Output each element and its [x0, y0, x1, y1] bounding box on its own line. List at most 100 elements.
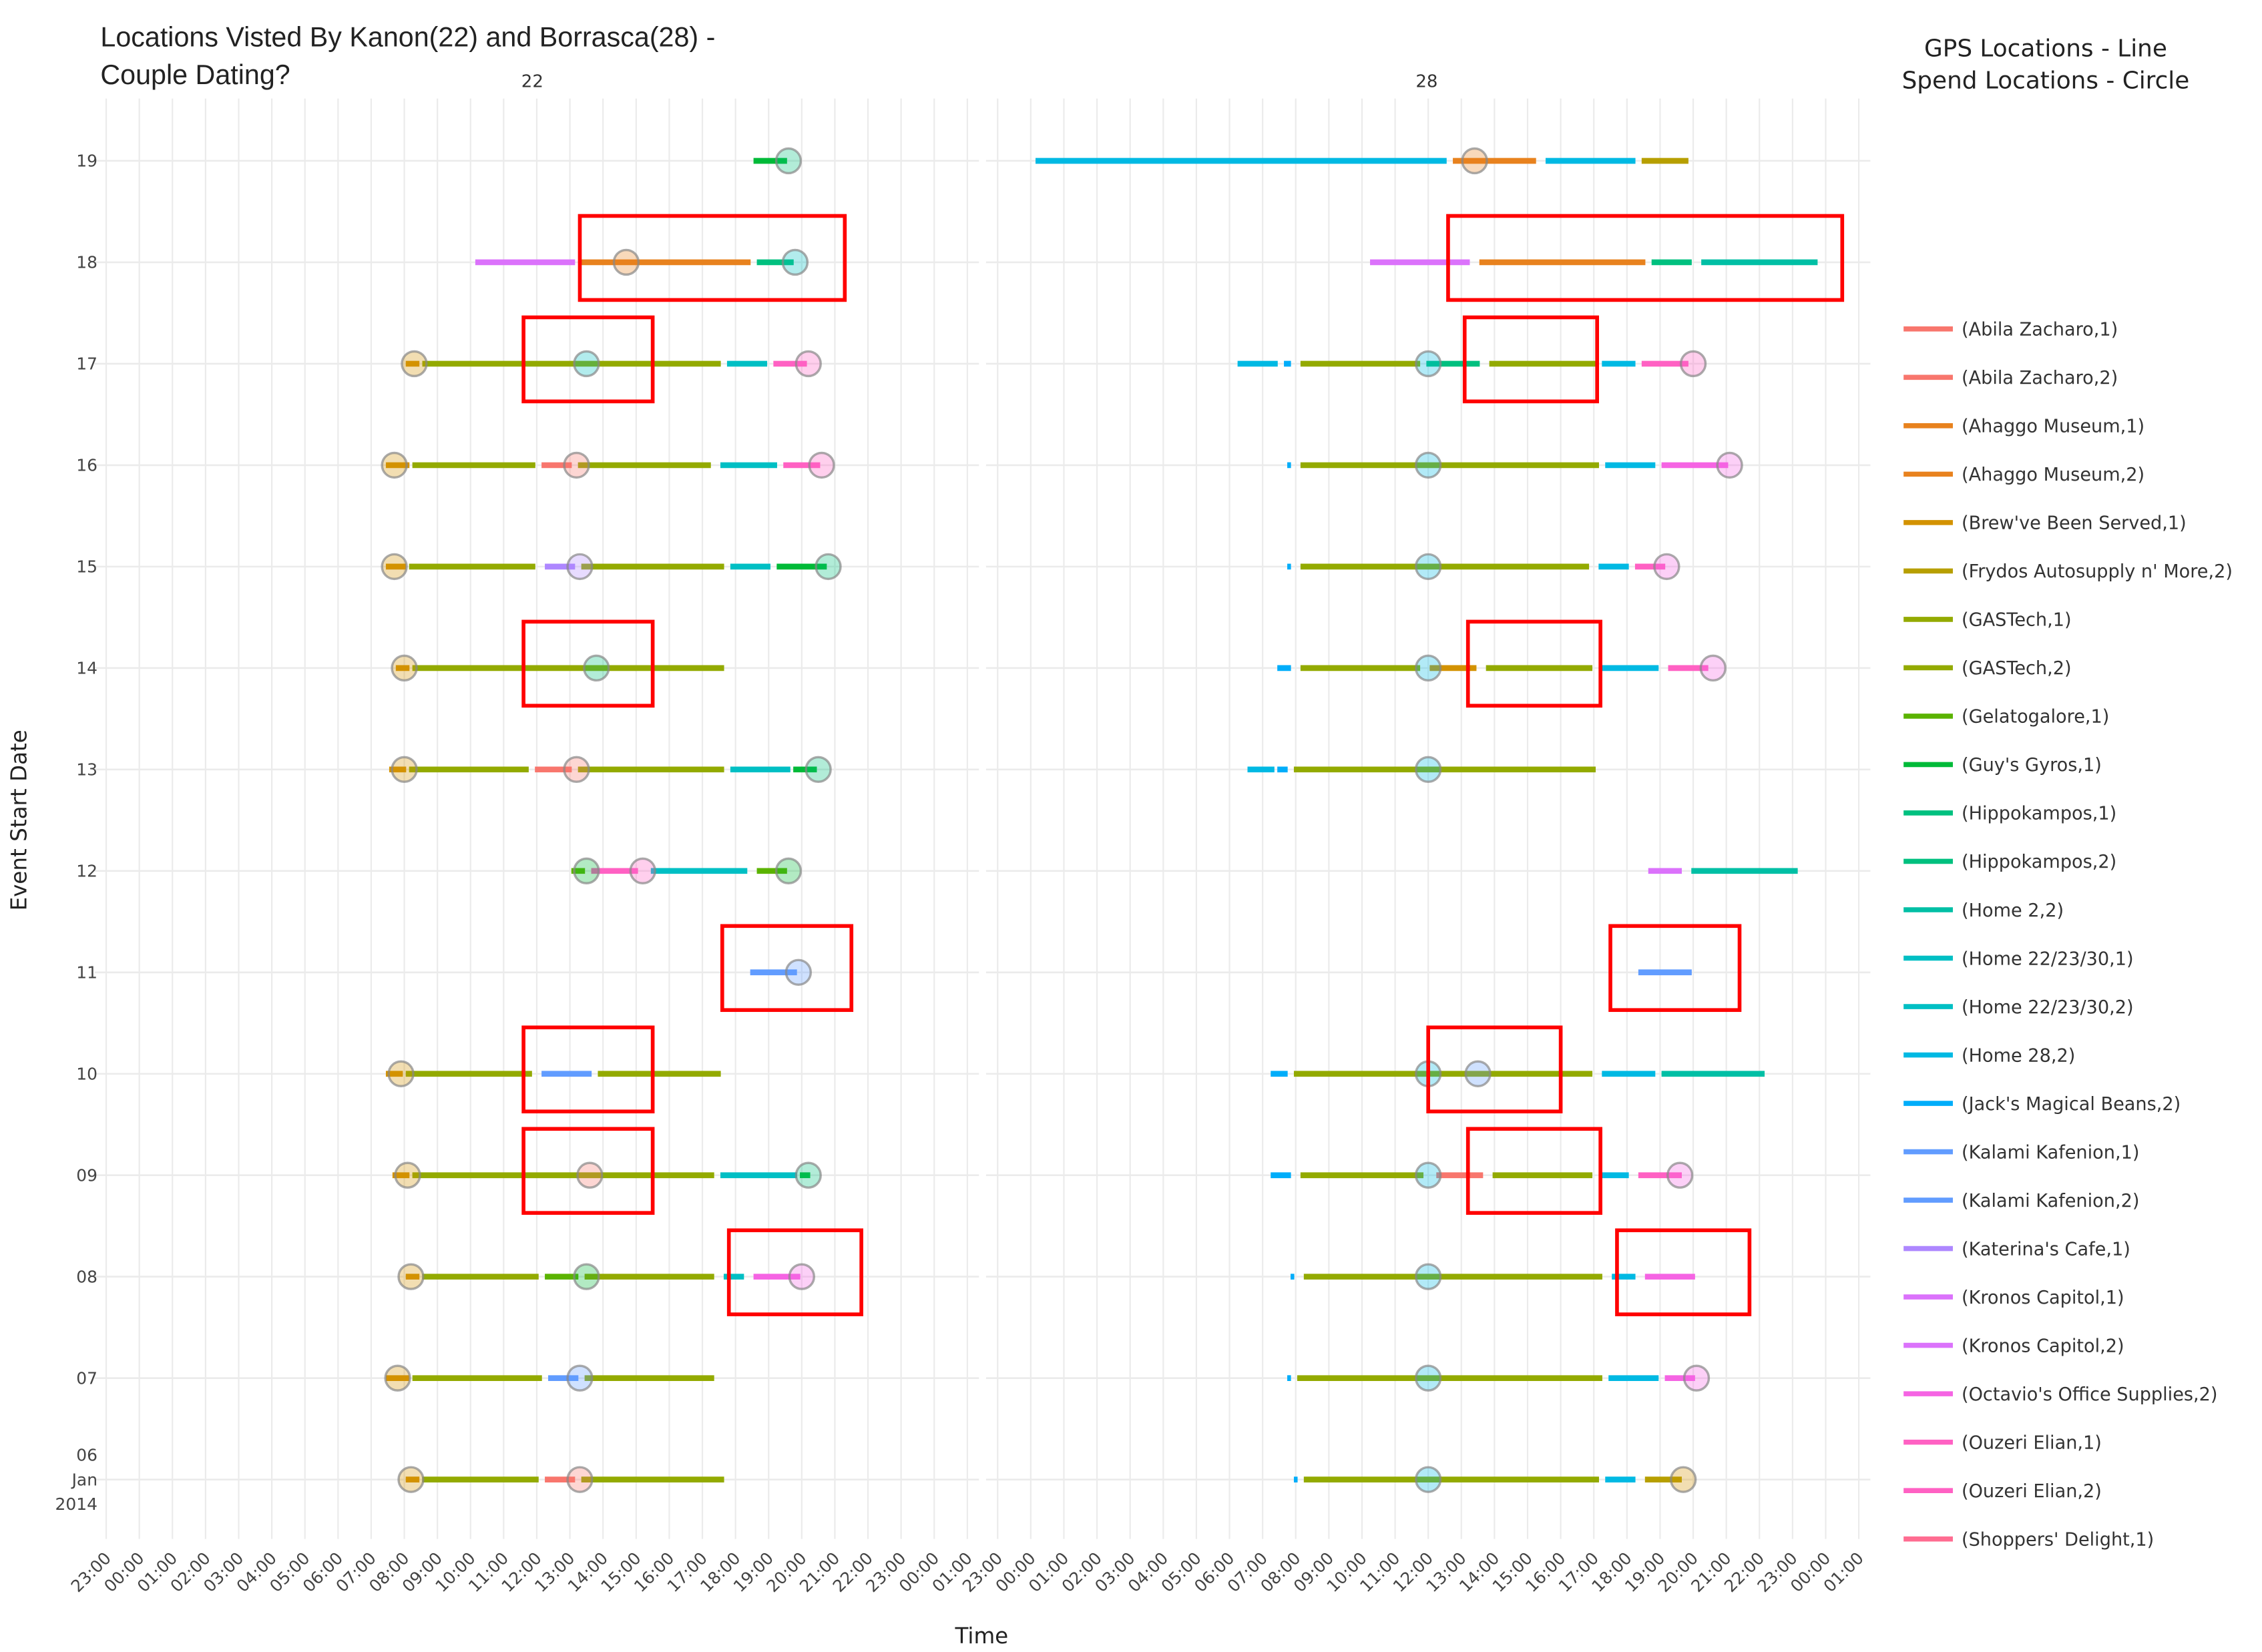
spend-point [566, 553, 594, 581]
spend-point [774, 147, 803, 175]
legend-label: (Frydos Autosupply n' More,2) [1962, 561, 2233, 582]
highlight-box [521, 1127, 655, 1215]
legend-item: (Ouzeri Elian,2) [1903, 1481, 2102, 1502]
legend-title-line2: Spend Locations - Circle [1902, 67, 2190, 94]
legend-item: (GASTech,1) [1903, 610, 2072, 631]
y-tick-label-month: Jan [71, 1470, 97, 1489]
y-tick-label: 17 [76, 354, 97, 374]
legend-item: (Abila Zacharo,2) [1903, 368, 2118, 388]
legend-item: (Kalami Kafenion,2) [1903, 1191, 2139, 1211]
legend-label: (Gelatogalore,1) [1962, 707, 2109, 728]
highlight-box [1462, 315, 1600, 404]
legend-item: (Ouzeri Elian,1) [1903, 1432, 2102, 1453]
y-tick-label: 15 [76, 557, 97, 577]
spend-point [1414, 1161, 1442, 1189]
spend-point [563, 756, 590, 784]
legend-item: (Shoppers' Delight,1) [1903, 1529, 2154, 1550]
y-tick-label: 19 [76, 152, 97, 171]
panel-strip-22: 22 [521, 71, 543, 91]
spend-point [795, 350, 822, 378]
spend-point [1669, 1466, 1697, 1493]
highlight-box [521, 1025, 655, 1114]
highlight-box [1426, 1025, 1563, 1114]
legend-label: (Home 28,2) [1962, 1045, 2075, 1066]
y-axis-label: Event Start Date [7, 730, 32, 910]
legend-item: (Home 22/23/30,1) [1903, 948, 2134, 969]
spend-point [1679, 350, 1707, 378]
spend-point [1414, 654, 1442, 682]
spend-point [784, 958, 813, 986]
spend-point [1682, 1364, 1711, 1392]
spend-point [629, 857, 656, 884]
legend-label: (Abila Zacharo,1) [1962, 320, 2118, 340]
spend-point [563, 451, 590, 479]
legend-item: (Home 28,2) [1903, 1045, 2075, 1066]
legend-item: (Hippokampos,1) [1903, 804, 2116, 824]
highlight-box [1608, 924, 1742, 1013]
spend-point [573, 350, 600, 378]
spend-point [1464, 1060, 1492, 1087]
spend-point [805, 756, 832, 784]
spend-point [384, 1364, 411, 1392]
legend-label: (Ouzeri Elian,1) [1962, 1432, 2102, 1453]
highlight-box [720, 924, 854, 1013]
legend-label: (Kalami Kafenion,1) [1962, 1142, 2139, 1163]
spend-points [381, 147, 1743, 1493]
highlight-boxes [521, 214, 1845, 1316]
legend-label: (Hippokampos,2) [1962, 852, 2116, 872]
legend-label: (Shoppers' Delight,1) [1962, 1529, 2154, 1550]
legend-item: (Ahaggo Museum,1) [1903, 417, 2144, 437]
legend-item: (Gelatogalore,1) [1903, 707, 2109, 728]
legend-label: (Home 22/23/30,1) [1962, 948, 2134, 969]
legend-label: (Octavio's Office Supplies,2) [1962, 1384, 2218, 1405]
y-tick-label: 10 [76, 1064, 97, 1083]
spend-point [583, 654, 610, 682]
legend-item: (GASTech,2) [1903, 658, 2072, 679]
highlight-box [726, 1228, 863, 1316]
x-axis-ticks: 23:0000:0001:0002:0003:0004:0005:0006:00… [67, 1549, 1867, 1596]
legend-label: (Brew've Been Served,1) [1962, 513, 2187, 534]
legend-item: (Hippokampos,2) [1903, 852, 2116, 872]
y-tick-label: 18 [76, 253, 97, 272]
spend-point [573, 1263, 600, 1290]
x-axis-label: Time [955, 1623, 1009, 1649]
spend-point [391, 654, 418, 682]
spend-point [612, 248, 640, 276]
y-tick-label: 08 [76, 1267, 97, 1286]
spend-point [1414, 451, 1442, 479]
spend-point [397, 1263, 425, 1290]
spend-point [815, 553, 842, 581]
y-tick-label: 16 [76, 456, 97, 475]
legend-label: (Home 2,2) [1962, 900, 2064, 921]
spend-point [397, 1466, 425, 1493]
chart-title-line1: Locations Visted By Kanon(22) and Borras… [100, 21, 715, 52]
highlight-box [1446, 214, 1845, 302]
legend-label: (Ahaggo Museum,1) [1962, 417, 2144, 437]
spend-point [1716, 451, 1743, 479]
legend-item: (Frydos Autosupply n' More,2) [1903, 561, 2233, 582]
spend-point [808, 451, 835, 479]
spend-point [774, 857, 803, 884]
legend-label: (Home 22/23/30,2) [1962, 997, 2134, 1018]
y-axis-ticks: 19 18 17 16 15 14 13 12 11 10 09 08 07 06 Jan 2014 [55, 152, 98, 1515]
spend-point [573, 857, 600, 884]
legend-item: (Home 22/23/30,2) [1903, 997, 2134, 1018]
panel-strip-28: 28 [1415, 71, 1437, 91]
y-tick-label: 14 [76, 659, 97, 678]
legend-label: (Kalami Kafenion,2) [1962, 1191, 2139, 1211]
chart-title-line2: Couple Dating? [100, 59, 290, 90]
legend-item: (Kronos Capitol,1) [1903, 1288, 2124, 1308]
spend-point [566, 1364, 594, 1392]
legend-item: (Home 2,2) [1903, 900, 2064, 921]
spend-point [1666, 1161, 1694, 1189]
legend: (Abila Zacharo,1) (Abila Zacharo,2) (Ahagg… [1903, 320, 2233, 1550]
legend-item: (Abila Zacharo,1) [1903, 320, 2118, 340]
legend-item: (Jack's Magical Beans,2) [1903, 1094, 2181, 1115]
legend-label: (Katerina's Cafe,1) [1962, 1239, 2130, 1260]
y-tick-label: 07 [76, 1368, 97, 1388]
spend-point [1414, 756, 1442, 784]
legend-item: (Brew've Been Served,1) [1903, 513, 2187, 534]
legend-label: (Ahaggo Museum,2) [1962, 465, 2144, 485]
spend-point [788, 1263, 816, 1290]
